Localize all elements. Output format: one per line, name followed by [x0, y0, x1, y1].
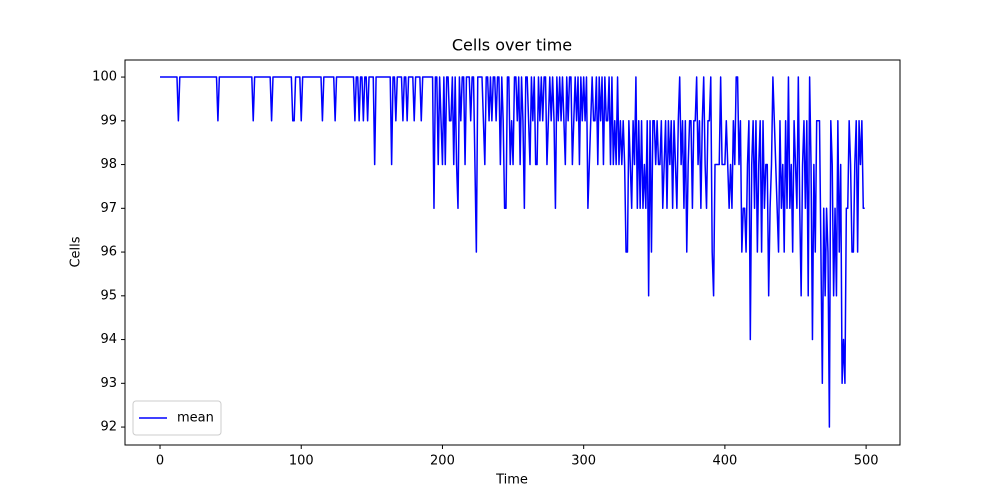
y-tick-label: 94 — [100, 332, 117, 347]
y-tick-label: 93 — [100, 376, 117, 391]
data-line — [160, 76, 865, 428]
x-tick-label: 100 — [289, 454, 314, 469]
legend-label: mean — [177, 411, 214, 426]
x-tick-label: 200 — [430, 454, 455, 469]
x-tick-label: 300 — [571, 454, 596, 469]
y-tick-label: 99 — [100, 113, 117, 128]
y-tick-label: 92 — [100, 420, 117, 435]
y-tick-label: 100 — [92, 70, 117, 85]
y-tick-label: 98 — [100, 157, 117, 172]
legend: mean — [132, 400, 222, 436]
y-tick-label: 95 — [100, 288, 117, 303]
x-axis-label: Time — [495, 473, 528, 488]
x-tick-label: 500 — [854, 454, 879, 469]
y-axis-label: Cells — [69, 236, 84, 267]
chart-title: Cells over time — [452, 36, 572, 55]
legend-box — [132, 400, 222, 436]
x-tick-label: 400 — [712, 454, 737, 469]
y-tick-label: 96 — [100, 245, 117, 260]
y-tick-label: 97 — [100, 201, 117, 216]
x-tick-label: 0 — [156, 454, 164, 469]
